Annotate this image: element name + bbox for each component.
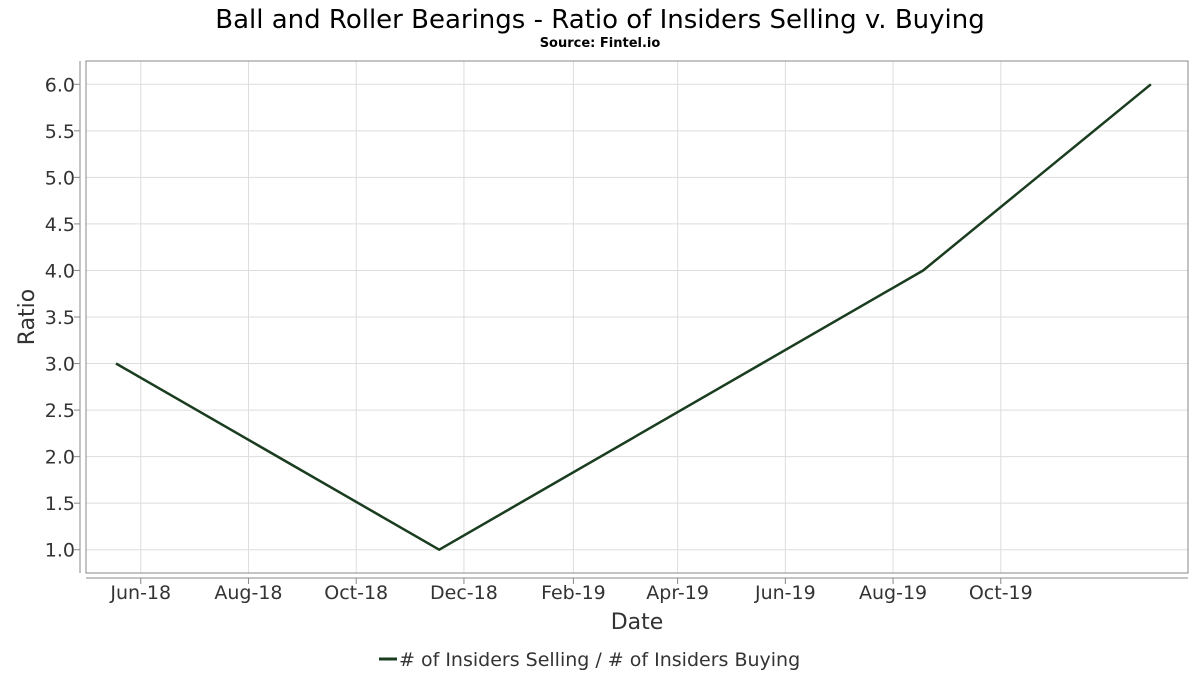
x-tick-label: Aug-19 bbox=[859, 582, 927, 604]
y-tick-label: 3.0 bbox=[45, 354, 75, 376]
legend-label: # of Insiders Selling / # of Insiders Bu… bbox=[399, 649, 800, 671]
y-tick-label: 5.0 bbox=[45, 167, 75, 189]
y-tick-label: 4.0 bbox=[45, 260, 75, 282]
y-tick-label: 2.5 bbox=[45, 400, 75, 422]
x-axis-label: Date bbox=[611, 610, 664, 635]
plot-frame bbox=[85, 60, 1189, 574]
x-tick-label: Aug-18 bbox=[214, 582, 282, 604]
x-tick-label: Oct-19 bbox=[969, 582, 1033, 604]
x-tick-label: Apr-19 bbox=[646, 582, 709, 604]
y-tick-label: 1.5 bbox=[45, 493, 75, 515]
y-tick-label: 6.0 bbox=[45, 74, 75, 96]
x-tick-label: Oct-18 bbox=[324, 582, 388, 604]
x-tick-label: Jun-18 bbox=[109, 582, 171, 604]
y-tick-label: 2.0 bbox=[45, 447, 75, 469]
x-tick-label: Jun-19 bbox=[754, 582, 816, 604]
chart-subtitle: Source: Fintel.io bbox=[540, 36, 661, 51]
y-axis-label: Ratio bbox=[15, 289, 40, 345]
series-line bbox=[115, 83, 1152, 551]
legend: # of Insiders Selling / # of Insiders Bu… bbox=[379, 649, 800, 671]
y-tick-label: 4.5 bbox=[45, 214, 75, 236]
y-tick-label: 1.0 bbox=[45, 540, 75, 562]
y-tick-label: 3.5 bbox=[45, 307, 75, 329]
series-group bbox=[115, 83, 1152, 551]
x-axis-ticks: Jun-18 Aug-18 Oct-18 Dec-18 Feb-19 Apr-19 Jun-… bbox=[109, 578, 1033, 604]
chart-title: Ball and Roller Bearings - Ratio of Insi… bbox=[215, 5, 984, 35]
grid-lines bbox=[86, 61, 1188, 573]
y-tick-label: 5.5 bbox=[45, 121, 75, 143]
x-tick-label: Feb-19 bbox=[541, 582, 606, 604]
y-axis-ticks: 1.0 1.5 2.0 2.5 3.0 3.5 4.0 4.5 5.0 5.5 6.0 bbox=[45, 74, 80, 562]
x-tick-label: Dec-18 bbox=[430, 582, 498, 604]
